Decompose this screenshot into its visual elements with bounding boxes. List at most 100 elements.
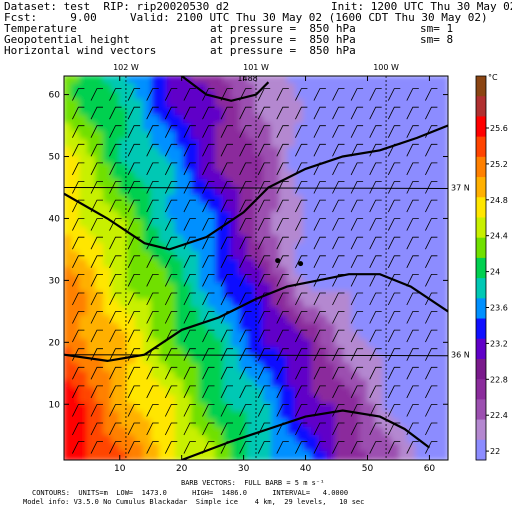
field-cell xyxy=(103,347,113,357)
field-cell xyxy=(231,363,241,373)
field-cell xyxy=(319,179,329,189)
field-cell xyxy=(151,403,161,413)
wind-barbs xyxy=(72,88,438,454)
field-cell xyxy=(239,419,249,429)
field-cell xyxy=(351,203,361,213)
field-cell xyxy=(215,347,225,357)
field-cell xyxy=(303,211,313,221)
field-cell xyxy=(399,76,409,85)
field-cell xyxy=(351,371,361,381)
field-cell xyxy=(159,99,169,109)
field-cell xyxy=(303,331,313,341)
field-cell xyxy=(263,219,273,229)
wind-barb xyxy=(406,348,419,361)
field-cell xyxy=(175,267,185,277)
wind-barb xyxy=(127,125,141,138)
field-cell xyxy=(415,291,425,301)
field-cell xyxy=(151,379,161,389)
field-cell xyxy=(407,76,417,85)
field-cell xyxy=(423,451,433,460)
field-cell xyxy=(359,235,369,245)
field-cell xyxy=(159,76,169,85)
field-cell xyxy=(64,147,73,157)
field-cell xyxy=(263,115,273,125)
field-cell xyxy=(64,435,73,445)
field-cell xyxy=(279,275,289,285)
field-cell xyxy=(423,435,433,445)
wind-barb xyxy=(164,199,178,213)
field-cell xyxy=(271,147,281,157)
field-cell xyxy=(71,259,81,269)
field-cell xyxy=(103,435,113,445)
field-cell xyxy=(199,363,209,373)
field-cell xyxy=(247,331,257,341)
wind-barb xyxy=(276,311,289,324)
field-cell xyxy=(87,307,97,317)
field-cell xyxy=(127,371,137,381)
field-cell xyxy=(407,211,417,221)
field-cell xyxy=(439,339,448,349)
colorbar-label: 25.2 xyxy=(490,160,508,169)
wind-barb xyxy=(183,236,196,250)
field-cell xyxy=(135,155,145,165)
field-cell xyxy=(159,315,169,325)
field-cell xyxy=(95,283,105,293)
field-cell xyxy=(223,403,233,413)
field-cell xyxy=(151,235,161,245)
field-cell xyxy=(79,379,89,389)
field-cell xyxy=(431,115,441,125)
field-cell xyxy=(407,227,417,237)
field-cell xyxy=(167,339,177,349)
field-cell xyxy=(287,291,297,301)
wind-barb xyxy=(183,181,196,194)
wind-barb xyxy=(183,366,196,380)
field-cell xyxy=(255,355,265,365)
field-cell xyxy=(263,315,273,325)
field-cell xyxy=(223,347,233,357)
field-cell xyxy=(199,331,209,341)
field-cell xyxy=(423,371,433,381)
field-cell xyxy=(303,323,313,333)
field-cell xyxy=(431,131,441,141)
field-cell xyxy=(143,419,153,429)
field-cell xyxy=(223,379,233,389)
field-cell xyxy=(359,251,369,261)
field-cell xyxy=(231,83,241,93)
field-cell xyxy=(327,291,337,301)
field-cell xyxy=(175,451,185,460)
field-cell xyxy=(135,387,145,397)
field-cell xyxy=(223,435,233,445)
wind-barb xyxy=(257,292,271,306)
field-cell xyxy=(111,115,121,125)
field-cell xyxy=(319,331,329,341)
field-cell xyxy=(367,155,377,165)
field-cell xyxy=(343,347,353,357)
field-cell xyxy=(271,371,281,381)
field-cell xyxy=(183,451,193,460)
wind-barb xyxy=(406,255,419,268)
field-cell xyxy=(199,411,209,421)
wind-barb xyxy=(425,422,438,436)
field-cell xyxy=(87,139,97,149)
wind-barb xyxy=(406,366,419,380)
wind-barb xyxy=(425,88,438,101)
field-cell xyxy=(407,147,417,157)
field-cell xyxy=(159,107,169,117)
field-cell xyxy=(64,291,73,301)
field-cell xyxy=(143,76,153,85)
field-cell xyxy=(95,451,105,460)
field-cell xyxy=(127,299,137,309)
wind-barb xyxy=(72,255,85,268)
field-cell xyxy=(111,307,121,317)
field-cell xyxy=(439,427,448,437)
wind-barb xyxy=(220,385,233,399)
field-cell xyxy=(175,163,185,173)
field-cell xyxy=(207,83,217,93)
wind-barb xyxy=(146,404,159,417)
field-cell xyxy=(175,171,185,181)
wind-barb xyxy=(369,106,382,120)
field-cell xyxy=(167,299,177,309)
field-cell xyxy=(295,83,305,93)
field-cell xyxy=(231,315,241,325)
field-cell xyxy=(151,267,161,277)
